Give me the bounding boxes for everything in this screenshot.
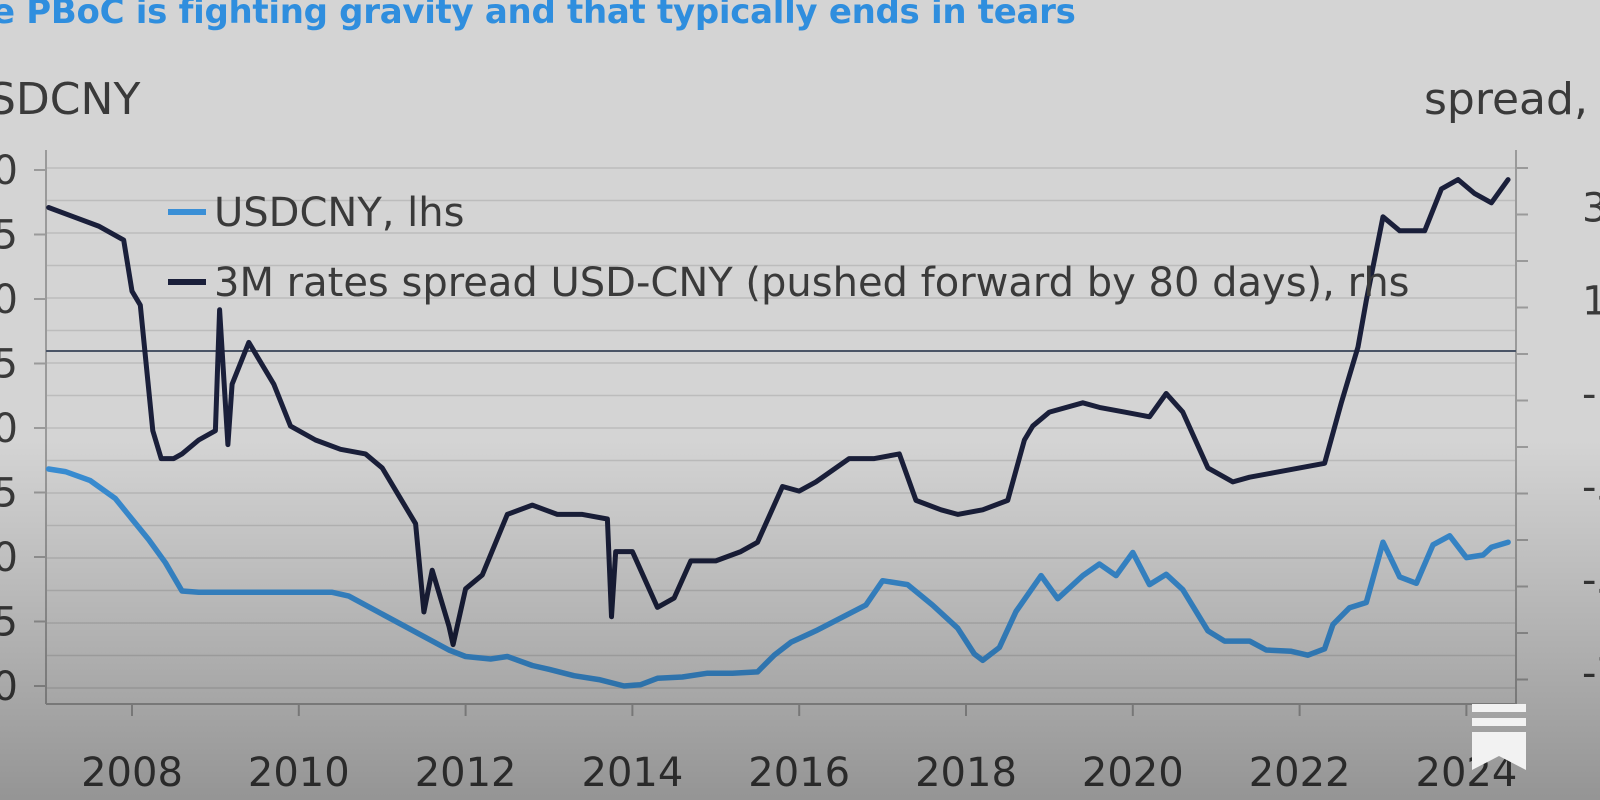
legend-label: 3M rates spread USD-CNY (pushed forward …	[214, 260, 1410, 306]
legend: USDCNY, lhs 3M rates spread USD-CNY (push…	[168, 190, 1410, 306]
y-left-tick-label: 0	[0, 277, 18, 323]
legend-label: USDCNY, lhs	[214, 190, 465, 236]
x-tick-label: 2018	[915, 750, 1017, 796]
y-left-tick-label: 0	[0, 148, 18, 194]
grid-lines	[46, 167, 1516, 689]
x-tick-label: 2010	[248, 750, 350, 796]
y-right-tick-label: 1	[1582, 279, 1600, 325]
y-right-tick-label: -1	[1582, 372, 1600, 418]
y-left-tick-label: 0	[0, 535, 18, 581]
y-left-tick-label: 5	[0, 471, 18, 517]
rates-spread-series-line	[46, 177, 1511, 648]
y-right-tick-label: -5	[1582, 558, 1600, 604]
x-tick-label: 2012	[415, 750, 517, 796]
x-tick-label: 2016	[748, 750, 850, 796]
axes: 2008 2010 2012 2014 2016 2018 2020 2022 20240505…	[0, 148, 1600, 796]
y-right-tick-label: -3	[1582, 465, 1600, 511]
x-tick-label: 2014	[582, 750, 684, 796]
bookmark-icon[interactable]	[1470, 702, 1528, 772]
y-left-tick-label: 5	[0, 342, 18, 388]
x-tick-label: 2020	[1082, 750, 1184, 796]
y-right-tick-label: 3	[1582, 186, 1600, 232]
y-left-tick-label: 5	[0, 600, 18, 646]
x-tick-label: 2022	[1249, 750, 1351, 796]
y-right-tick-label: -7	[1582, 651, 1600, 697]
y-left-tick-label: 5	[0, 213, 18, 259]
y-left-tick-label: 0	[0, 406, 18, 452]
series-lines	[45, 177, 1511, 689]
y-left-tick-label: 0	[0, 664, 18, 710]
x-tick-label: 2008	[81, 750, 183, 796]
